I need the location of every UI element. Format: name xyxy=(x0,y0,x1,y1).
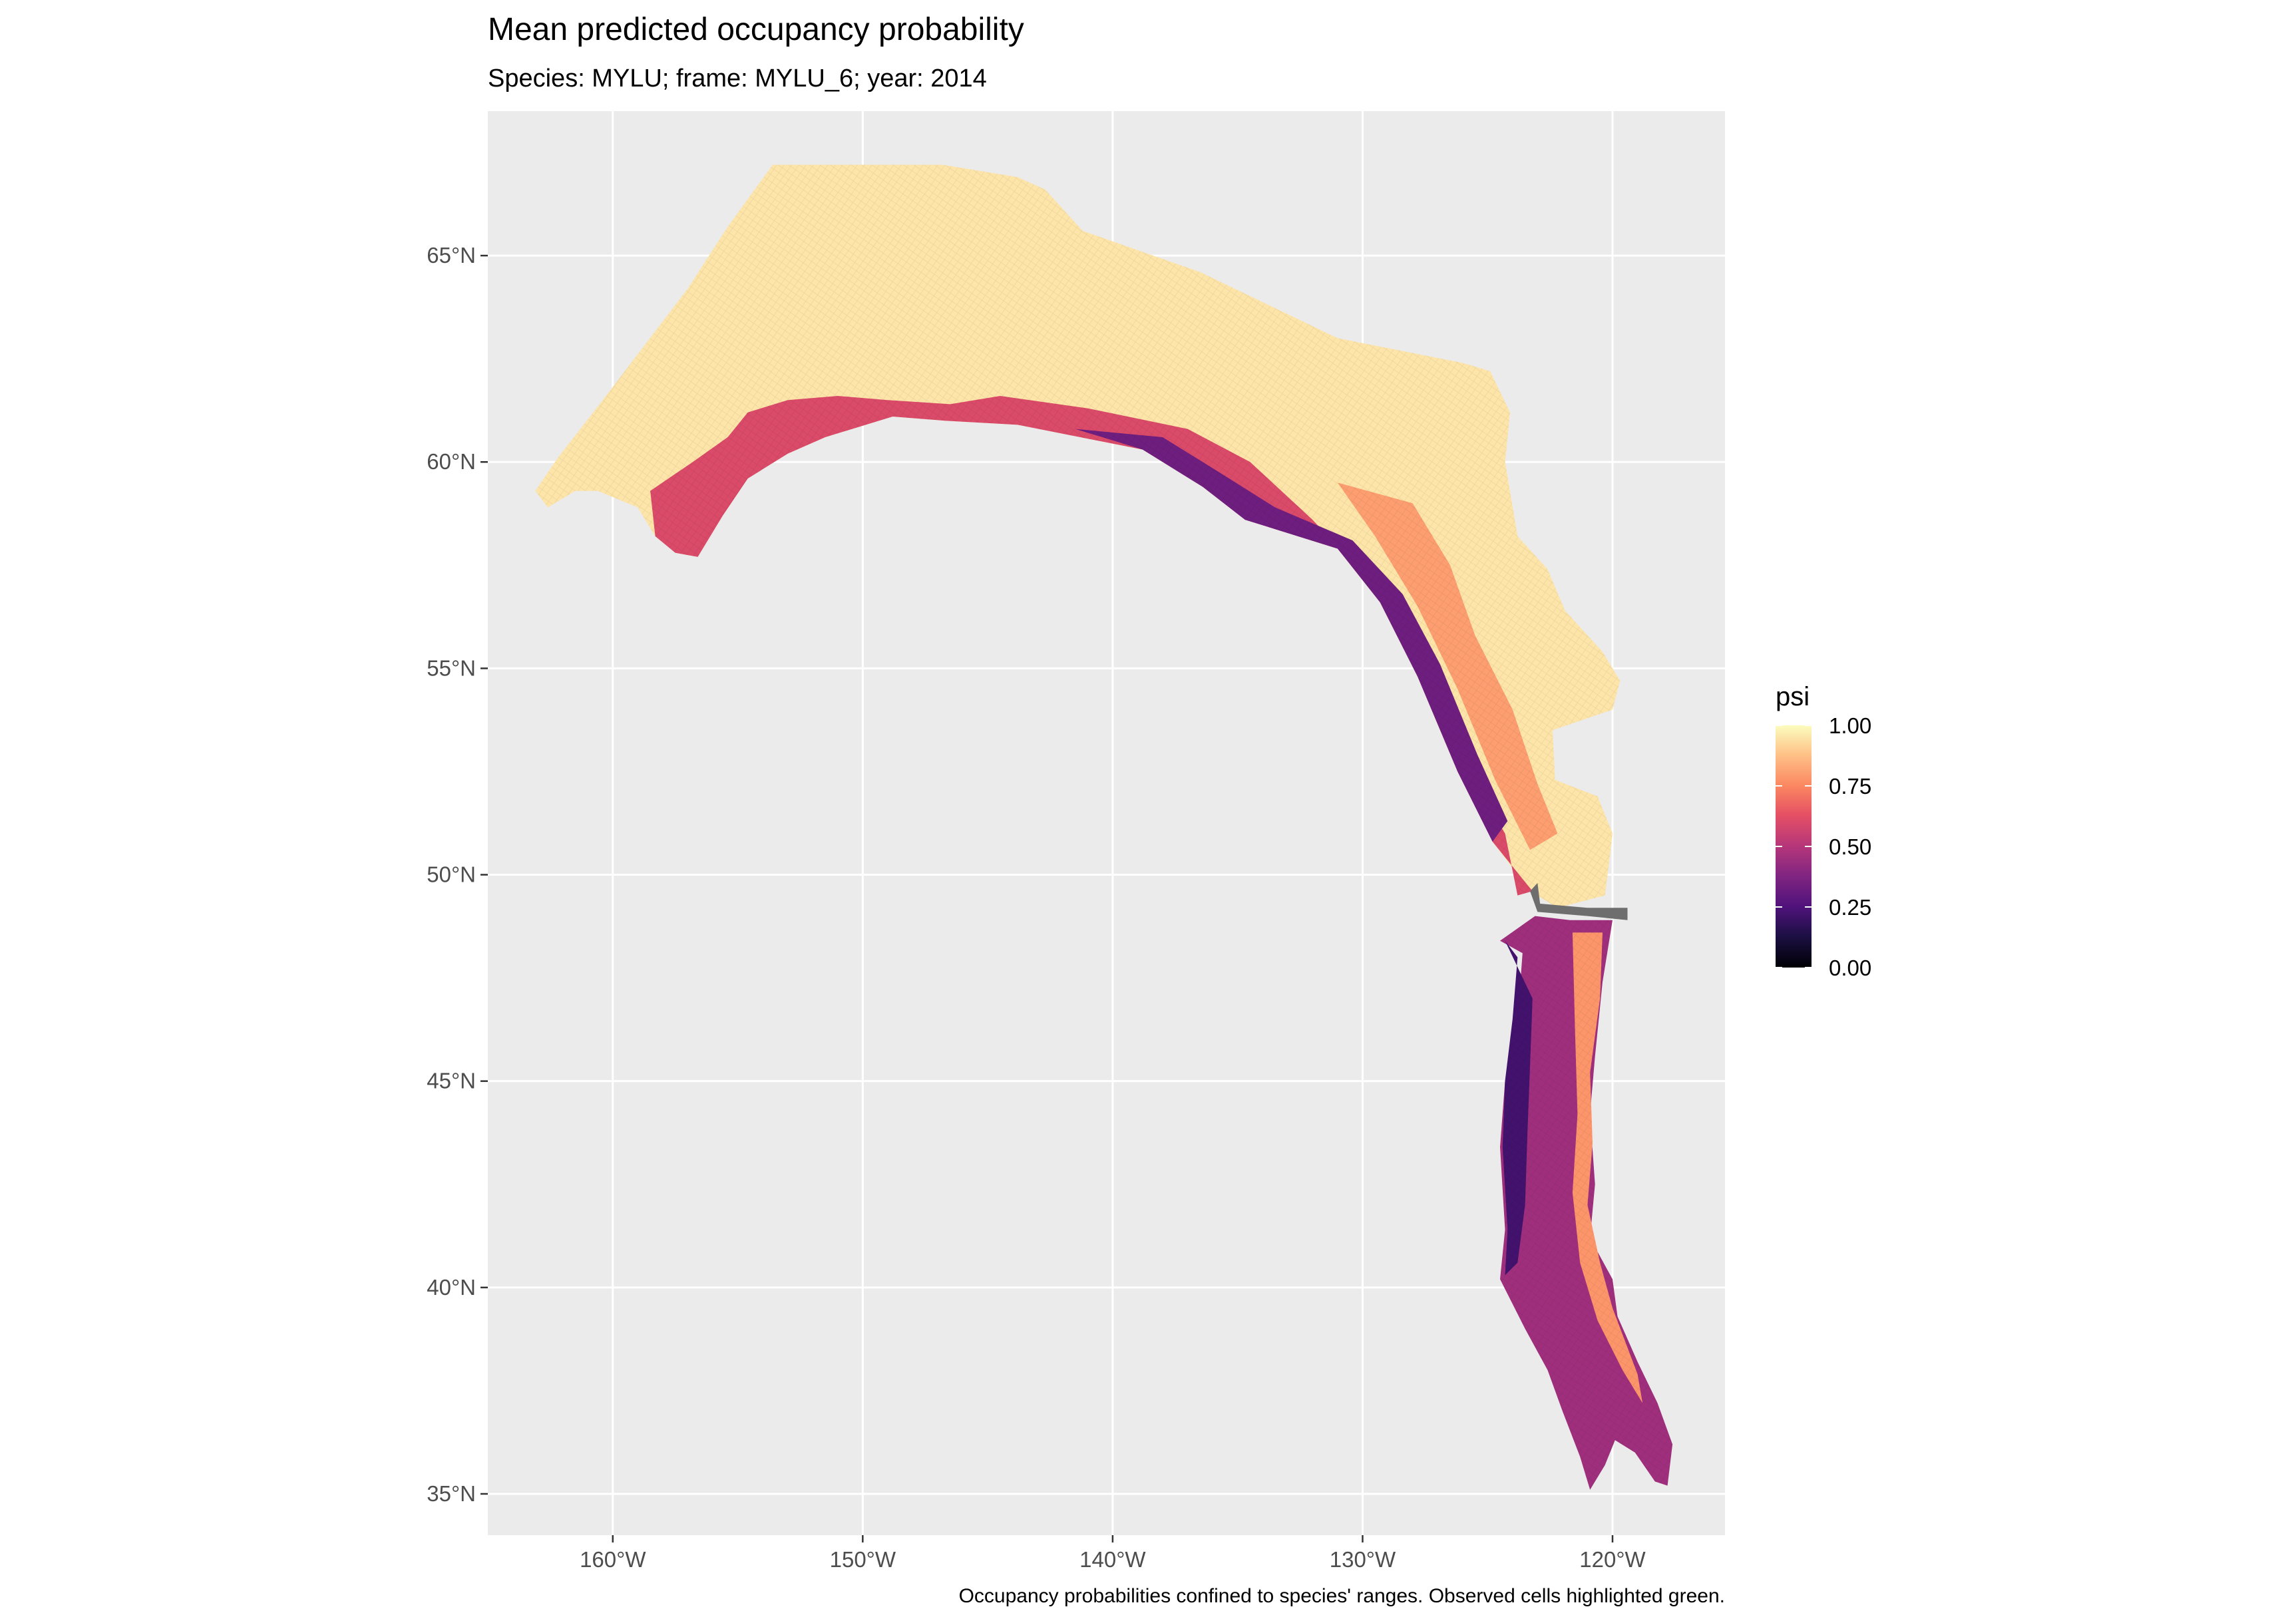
legend-tick-label-1: 0.75 xyxy=(1829,774,1871,799)
x-tick-label-2: 140°W xyxy=(1079,1547,1146,1572)
y-tick-label-6: 65°N xyxy=(427,243,476,268)
transition-band-cells xyxy=(650,396,1533,896)
y-tick-label-3: 50°N xyxy=(427,862,476,887)
southern-dark-ridge-cells xyxy=(1502,940,1533,1276)
y-tick-label-5: 60°N xyxy=(427,449,476,474)
legend-tick-label-3: 0.25 xyxy=(1829,895,1871,920)
legend-tick-label-0: 1.00 xyxy=(1829,713,1871,738)
caption: Occupancy probabilities confined to spec… xyxy=(959,1585,1725,1607)
x-tick-label-3: 130°W xyxy=(1330,1547,1396,1572)
observed-cells-layer xyxy=(1530,882,1628,920)
northern-region-cells xyxy=(535,164,1621,908)
legend-tick-label-2: 0.50 xyxy=(1829,834,1871,859)
x-tick-label-0: 160°W xyxy=(580,1547,646,1572)
y-tick-label-0: 35°N xyxy=(427,1481,476,1506)
x-axis: 160°W 150°W 140°W 130°W 120°W xyxy=(580,1535,1646,1572)
legend-ticks: 1.00 0.75 0.50 0.25 0.00 xyxy=(1776,713,1871,980)
y-tick-label-2: 45°N xyxy=(427,1069,476,1093)
y-axis: 35°N 40°N 45°N 50°N 55°N 60°N 65°N xyxy=(427,243,488,1506)
occupancy-surface xyxy=(535,164,1673,1490)
legend-tick-label-4: 0.00 xyxy=(1829,956,1871,980)
chart-subtitle: Species: MYLU; frame: MYLU_6; year: 2014 xyxy=(488,65,987,92)
chart-title: Mean predicted occupancy probability xyxy=(488,12,1024,47)
x-tick-label-4: 120°W xyxy=(1579,1547,1646,1572)
legend: psi 1.00 0.75 0.50 0.25 0.00 xyxy=(1776,682,1871,980)
legend-title: psi xyxy=(1776,682,1810,711)
y-tick-label-1: 40°N xyxy=(427,1275,476,1300)
y-tick-label-4: 55°N xyxy=(427,655,476,680)
coastal-edge-cells xyxy=(1075,429,1508,842)
x-tick-label-1: 150°W xyxy=(830,1547,896,1572)
southern-bright-interior-cells xyxy=(1572,932,1643,1403)
interior-warm-patch-cells xyxy=(1337,482,1558,850)
observed-cells xyxy=(1530,882,1628,920)
